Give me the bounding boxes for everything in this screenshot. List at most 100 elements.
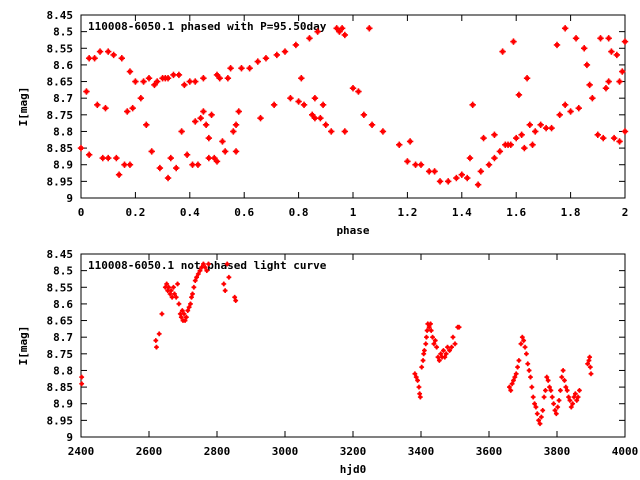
data-point (413, 374, 419, 380)
data-point (600, 134, 607, 142)
data-point (366, 25, 373, 32)
x-tick-label: 0.6 (234, 206, 254, 219)
data-point (178, 128, 185, 135)
data-point (434, 344, 440, 350)
data-point (577, 388, 582, 393)
y-tick-label: 8.45 (47, 9, 74, 22)
data-point (132, 78, 139, 85)
data-point (526, 121, 533, 128)
data-point (211, 154, 218, 162)
data-point (219, 138, 226, 145)
data-point (148, 148, 155, 155)
data-point (526, 368, 532, 373)
data-point (532, 401, 537, 407)
x-tick-label: 3400 (408, 445, 435, 458)
data-point (175, 281, 180, 287)
data-point (168, 288, 174, 293)
data-point (183, 151, 191, 158)
data-point (564, 388, 570, 393)
y-tick-label: 8.5 (53, 26, 73, 39)
y-tick-label: 8.45 (47, 248, 74, 261)
data-point (126, 68, 134, 75)
data-point (154, 344, 159, 350)
data-point (587, 354, 593, 360)
data-point (156, 164, 164, 172)
data-point (499, 48, 506, 55)
data-point (616, 138, 623, 145)
data-point (221, 148, 229, 155)
data-point (548, 124, 555, 132)
data-point (423, 341, 429, 347)
data-point (182, 318, 188, 323)
data-point (428, 321, 433, 327)
axis-ticks: 8.45 8.5 8.55 8.6 8.65 8.7 8.75 8.8 8.85 8.9 8.95 9… (47, 9, 629, 219)
data-point (221, 281, 227, 287)
y-tick-label: 8.55 (47, 42, 74, 55)
data-point (124, 108, 131, 115)
data-point (85, 151, 93, 158)
data-point (309, 111, 316, 119)
x-tick-label: 1 (350, 206, 357, 219)
y-tick-label: 9 (66, 192, 73, 205)
data-point (543, 388, 548, 393)
data-point (129, 104, 136, 112)
data-point (314, 28, 321, 35)
data-point (355, 88, 362, 95)
data-point (522, 344, 528, 350)
data-point (605, 35, 612, 42)
data-point (232, 121, 240, 128)
data-point (529, 384, 535, 390)
data-point (140, 78, 147, 85)
data-point (436, 358, 442, 363)
data-point (105, 48, 112, 55)
data-point (588, 371, 594, 377)
data-point (379, 128, 387, 135)
data-point (178, 314, 184, 320)
data-point (542, 124, 550, 132)
data-point (102, 104, 109, 112)
data-point (417, 161, 425, 168)
data-point (613, 51, 621, 59)
x-tick-label: 1.4 (452, 206, 472, 219)
unphased-light-curve-plot: 110008-6050.1 not phased light curve hjd… (17, 248, 638, 476)
data-point (224, 75, 232, 82)
data-point (179, 308, 185, 313)
data-point (538, 414, 544, 420)
data-point (169, 294, 175, 300)
data-point (513, 371, 519, 377)
data-point (518, 131, 525, 138)
data-point (192, 118, 199, 125)
data-point (432, 338, 438, 343)
data-point (583, 61, 591, 69)
data-point (453, 174, 460, 182)
data-point (513, 134, 520, 142)
data-point (416, 384, 422, 390)
data-point (336, 28, 343, 35)
data-point (547, 384, 552, 390)
data-point (192, 278, 198, 284)
y-tick-label: 8.9 (53, 398, 73, 411)
x-tick-label: 2400 (68, 445, 95, 458)
data-point (287, 94, 294, 102)
data-point (420, 358, 426, 363)
data-point (594, 131, 601, 138)
data-point (529, 141, 536, 148)
data-point (126, 161, 134, 168)
axis-ticks: 8.45 8.5 8.55 8.6 8.65 8.7 8.75 8.8 8.85 8.9 8.95 9… (47, 248, 639, 458)
data-point (541, 394, 547, 400)
x-tick-label: 1.6 (506, 206, 526, 219)
y-tick-label: 9 (66, 431, 73, 444)
data-point (485, 161, 493, 168)
data-point (190, 291, 195, 297)
data-point (230, 128, 237, 135)
data-point (153, 338, 159, 343)
phased-light-curve-plot: 110008-6050.1 phased with P=95.50day pha… (17, 9, 628, 237)
data-point (273, 51, 281, 59)
data-point (610, 134, 618, 142)
y-tick-label: 8.95 (47, 175, 74, 188)
x-tick-label: 3600 (476, 445, 503, 458)
x-tick-label: 3000 (272, 445, 299, 458)
data-point (445, 344, 450, 350)
data-point (306, 35, 313, 42)
data-point (153, 78, 161, 85)
